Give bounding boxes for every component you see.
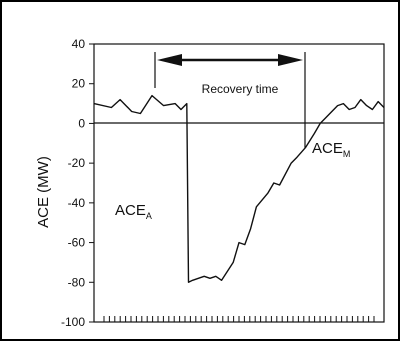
ace-series-line	[93, 94, 385, 283]
ace-m-main-text: ACE	[312, 140, 343, 157]
x-ticks	[103, 316, 375, 322]
ace-a-label: ACEA	[115, 202, 152, 221]
recovery-time-label: Recovery time	[202, 82, 279, 96]
y-tick-label: 40	[72, 37, 86, 51]
recovery-arrow-right-head	[278, 54, 303, 66]
y-tick-label: 0	[78, 116, 85, 130]
ace-m-label: ACEM	[312, 140, 350, 159]
series-layer	[93, 94, 385, 283]
ace-m-subscript: M	[343, 149, 351, 159]
y-tick-label: -80	[68, 275, 86, 289]
ace-a-main-text: ACE	[115, 202, 146, 219]
y-axis-label: ACE (MW)	[35, 156, 52, 228]
y-tick-label: -20	[68, 156, 86, 170]
y-tick-label: -40	[68, 196, 86, 210]
y-tick-label: 20	[72, 77, 86, 91]
ace-a-subscript: A	[146, 211, 152, 221]
recovery-annotation: Recovery time	[154, 52, 306, 148]
y-tick-label: -100	[61, 315, 85, 329]
y-ticks: 40 20 0 -20 -40 -60 -80 -100	[61, 37, 94, 329]
recovery-arrow-left-head	[157, 54, 182, 66]
y-tick-label: -60	[68, 236, 86, 250]
